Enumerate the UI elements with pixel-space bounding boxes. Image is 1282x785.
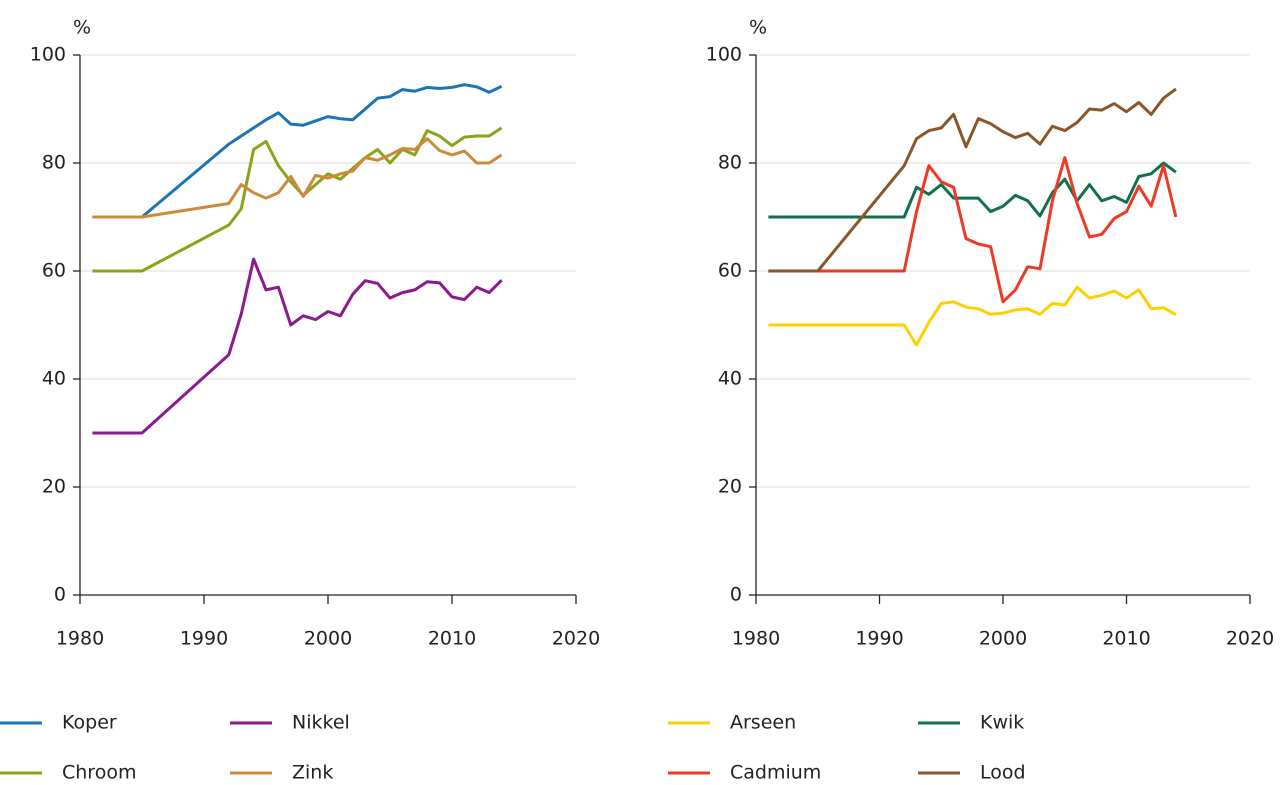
y-tick-label: 100	[30, 44, 66, 66]
y-tick-label: 0	[730, 584, 742, 606]
y-tick-label: 20	[718, 476, 742, 498]
y-axis-label: %	[73, 17, 91, 39]
y-tick-label: 40	[718, 368, 742, 390]
x-tick-label: 2010	[1102, 628, 1150, 650]
series-line	[768, 285, 1177, 347]
x-tick-label: 2000	[979, 628, 1027, 650]
legend-label: Chroom	[62, 762, 136, 784]
legend-label: Kwik	[980, 712, 1024, 734]
x-tick-label: 1990	[855, 628, 903, 650]
legend-label: Nikkel	[292, 712, 350, 734]
legend-label: Cadmium	[730, 762, 821, 784]
series-line	[92, 137, 503, 219]
y-tick-label: 80	[42, 152, 66, 174]
y-tick-label: 0	[54, 584, 66, 606]
x-tick-label: 2020	[552, 628, 600, 650]
y-tick-label: 100	[706, 44, 742, 66]
series-line	[768, 156, 1178, 304]
series-line	[92, 126, 503, 273]
y-tick-label: 60	[42, 260, 66, 282]
series-line	[92, 83, 503, 219]
y-tick-label: 60	[718, 260, 742, 282]
y-tick-label: 20	[42, 476, 66, 498]
x-tick-label: 1980	[56, 628, 104, 650]
legend-label: Lood	[980, 762, 1026, 784]
x-tick-label: 1980	[732, 628, 780, 650]
x-tick-label: 2000	[304, 628, 352, 650]
legend-label: Zink	[292, 762, 333, 784]
y-tick-label: 40	[42, 368, 66, 390]
x-tick-label: 2020	[1226, 628, 1274, 650]
series-line	[768, 161, 1177, 219]
y-tick-label: 80	[718, 152, 742, 174]
y-axis-label: %	[749, 17, 767, 39]
x-tick-label: 1990	[180, 628, 228, 650]
series-line	[768, 87, 1177, 273]
legend-label: Arseen	[730, 712, 796, 734]
series-line	[92, 257, 503, 435]
x-tick-label: 2010	[428, 628, 476, 650]
legend-label: Koper	[62, 712, 117, 734]
